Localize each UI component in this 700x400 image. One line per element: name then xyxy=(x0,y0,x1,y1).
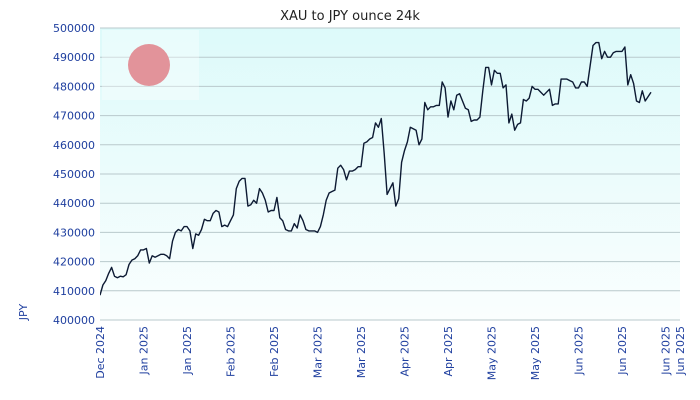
x-tick-label: Jun 2025 xyxy=(674,326,687,376)
y-tick-label: 470000 xyxy=(53,110,95,123)
y-tick-label: 430000 xyxy=(53,226,95,239)
x-tick-label: Jan 2025 xyxy=(138,326,151,375)
x-tick-label: Apr 2025 xyxy=(442,326,455,377)
y-grid xyxy=(100,27,680,321)
series-line xyxy=(100,41,652,296)
y-tick-labels: 400000 410000 420000 430000 440000 450000 4600… xyxy=(53,22,95,327)
x-tick-label: Apr 2025 xyxy=(399,326,412,377)
x-tick-label: Jun 2025 xyxy=(616,326,629,376)
x-tick-label: Jan 2025 xyxy=(181,326,194,375)
legend-area xyxy=(102,30,199,100)
x-tick-label: Dec 2024 xyxy=(94,326,107,379)
x-tick-label: Mar 2025 xyxy=(312,326,325,378)
x-tick-label: Feb 2025 xyxy=(268,326,281,377)
y-tick-label: 490000 xyxy=(53,51,95,64)
jp-flag-circle xyxy=(128,44,170,86)
y-tick-label: 500000 xyxy=(53,22,95,35)
y-tick-label: 460000 xyxy=(53,139,95,152)
x-tick-label: Mar 2025 xyxy=(355,326,368,378)
x-tick-label: Jun 2025 xyxy=(660,326,673,376)
y-tick-label: 450000 xyxy=(53,168,95,181)
x-tick-label: Jun 2025 xyxy=(573,326,586,376)
y-tick-label: 400000 xyxy=(53,314,95,327)
y-tick-label: 420000 xyxy=(53,256,95,269)
x-tick-labels: Dec 2024 Jan 2025 Jan 2025 Feb 2025 Feb 2025… xyxy=(94,326,687,380)
x-tick-label: May 2025 xyxy=(486,326,499,380)
y-tick-label: 440000 xyxy=(53,197,95,210)
y-tick-label: 480000 xyxy=(53,80,95,93)
x-tick-label: May 2025 xyxy=(529,326,542,380)
x-tick-label: Feb 2025 xyxy=(225,326,238,377)
y-tick-label: 410000 xyxy=(53,285,95,298)
y-axis-label: JPY xyxy=(17,304,30,322)
chart-title: XAU to JPY ounce 24k xyxy=(280,9,420,24)
